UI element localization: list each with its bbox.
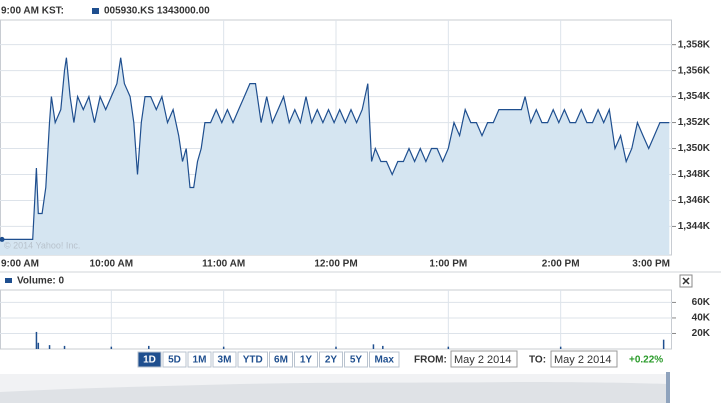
range-button-label[interactable]: 6M (274, 355, 288, 366)
y-tick-label: 40K (692, 313, 711, 324)
start-point (0, 236, 5, 242)
watermark: © 2014 Yahoo! Inc. (4, 240, 80, 250)
y-tick-label: 1,352K (678, 117, 711, 128)
close-icon (682, 277, 690, 285)
range-button-label[interactable]: Max (375, 355, 395, 366)
x-tick-label: 11:00 AM (202, 259, 245, 270)
range-button[interactable] (237, 351, 268, 368)
x-tick-label: 3:00 PM (632, 259, 670, 270)
volume-bar (222, 346, 225, 349)
volume-bar (37, 342, 40, 349)
change: +0.22% (629, 355, 663, 366)
y-tick-label: 1,358K (678, 39, 711, 50)
y-tick-label: 1,346K (678, 195, 711, 206)
range-button-label[interactable]: 3M (218, 355, 232, 366)
legend-label: 005930.KS 1343000.00 (104, 6, 210, 17)
range-button[interactable] (137, 351, 162, 368)
range-button[interactable] (269, 351, 293, 368)
price-area (0, 57, 670, 255)
range-button[interactable] (369, 351, 400, 368)
range-button-label[interactable]: 5D (168, 355, 181, 366)
y-tick-label: 1,348K (678, 169, 711, 180)
range-button-label[interactable]: 1M (193, 355, 207, 366)
y-tick-label: 1,344K (678, 221, 711, 232)
x-tick-label: 9:00 AM (1, 259, 39, 270)
volume-panel: 20K 40K 60K Volume: 0 (0, 271, 721, 350)
to-input[interactable] (550, 350, 618, 368)
y-tick-label: 1,356K (678, 65, 711, 76)
range-button[interactable] (212, 351, 237, 368)
y-tick-label: 60K (692, 297, 711, 308)
range-button[interactable] (344, 351, 368, 368)
x-tick-label: 2:00 PM (542, 259, 580, 270)
legend-swatch (5, 278, 12, 283)
x-tick-label: 1:00 PM (429, 259, 467, 270)
range-button[interactable] (187, 351, 212, 368)
to-value[interactable]: May 2 2014 (554, 354, 611, 366)
close-button[interactable] (679, 274, 693, 288)
price-line (0, 57, 670, 240)
navigator-area (0, 382, 668, 403)
range-button-label[interactable]: YTD (243, 355, 263, 366)
legend-swatch (92, 8, 99, 14)
x-tick-label: 10:00 AM (90, 259, 134, 270)
volume-bar (35, 331, 38, 349)
navigator (0, 372, 670, 403)
range-button[interactable] (162, 351, 187, 368)
range-button[interactable] (294, 351, 318, 368)
volume-bar (559, 346, 562, 349)
range-button-label[interactable]: 5Y (350, 355, 363, 366)
range-button-label[interactable]: 2Y (325, 355, 338, 366)
x-tick-label: 12:00 PM (314, 259, 357, 270)
volume-bar (372, 344, 375, 349)
volume-bar (63, 345, 66, 349)
volume-bar (148, 345, 150, 349)
from-input[interactable] (450, 350, 518, 368)
time-label: 9:00 AM KST: (1, 6, 64, 17)
from-value[interactable]: May 2 2014 (454, 354, 511, 366)
navigator-handle[interactable] (666, 372, 670, 403)
to-label: TO: (529, 355, 546, 366)
volume-bar (662, 339, 665, 349)
range-button-label[interactable]: 1Y (300, 355, 313, 366)
price-panel: 1,344K 1,346K 1,348K 1,350K 1,352K 1,354K 1,35… (0, 6, 711, 270)
legend-label: Volume: 0 (17, 276, 64, 287)
volume-bar (48, 345, 51, 349)
volume-bar (335, 346, 337, 349)
volume-bar (110, 346, 113, 349)
y-tick-label: 1,350K (678, 143, 711, 154)
volume-bar (447, 346, 450, 349)
volume-bar (382, 345, 384, 349)
y-tick-label: 1,354K (678, 91, 711, 102)
range-button[interactable] (319, 351, 343, 368)
y-tick-label: 20K (692, 328, 711, 339)
controls: 1D 5D 1M 3M YTD 6M 1Y 2Y 5Y Max FROM: May 2 2014 TO:… (137, 350, 663, 368)
range-button-label[interactable]: 1D (143, 355, 156, 366)
from-label: FROM: (414, 355, 447, 366)
